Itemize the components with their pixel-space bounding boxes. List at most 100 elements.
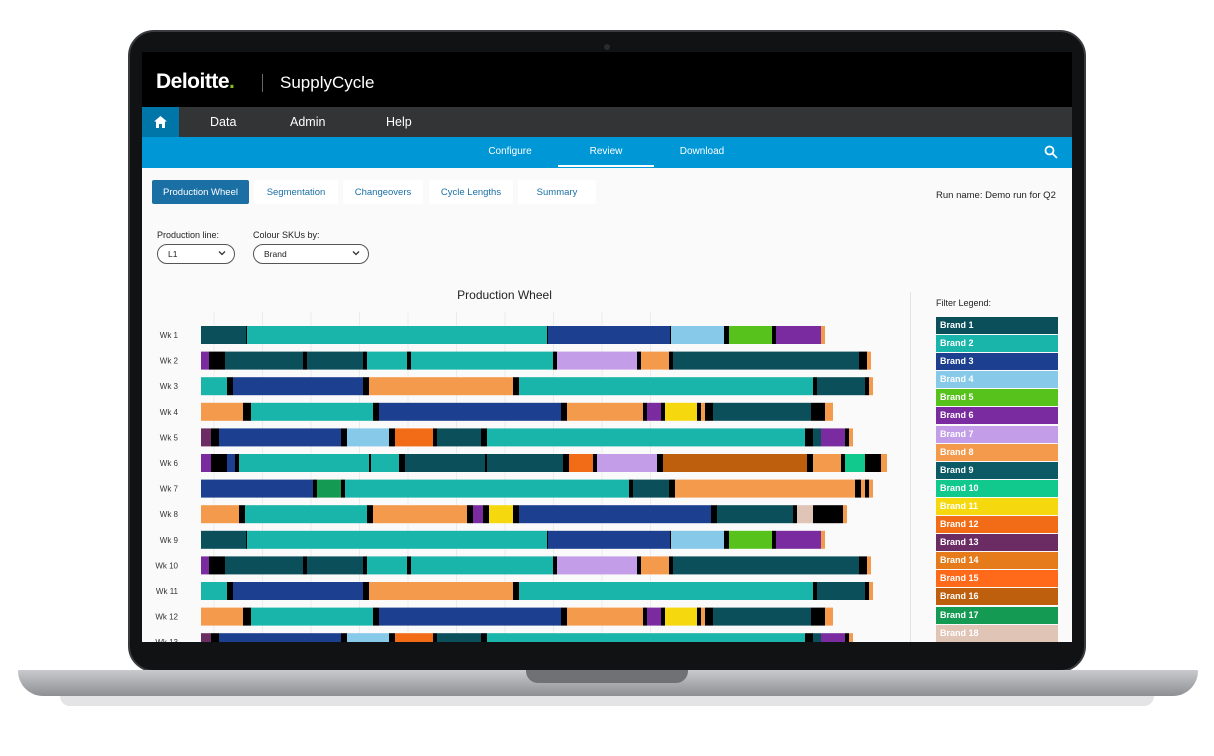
nav-item-data[interactable]: Data	[210, 115, 237, 129]
legend-item-brand-9[interactable]: Brand 9	[936, 461, 1058, 479]
brand-2-segment[interactable]	[245, 505, 367, 524]
brand-2-segment[interactable]	[411, 556, 553, 575]
changeover-segment[interactable]	[859, 556, 867, 575]
legend-item-brand-4[interactable]: Brand 4	[936, 371, 1058, 389]
changeover-segment[interactable]	[481, 428, 487, 447]
brand-6-segment[interactable]	[201, 351, 209, 370]
brand-1-segment[interactable]	[673, 351, 859, 370]
brand-1-segment[interactable]	[437, 428, 481, 447]
changeover-segment[interactable]	[865, 582, 869, 600]
brand-1-segment[interactable]	[813, 633, 821, 642]
brand-8-segment[interactable]	[641, 351, 669, 370]
brand-2-segment[interactable]	[201, 582, 227, 600]
brand-1-segment[interactable]	[225, 556, 303, 575]
brand-7-segment[interactable]	[557, 351, 637, 370]
tab-segmentation[interactable]: Segmentation	[254, 180, 338, 204]
brand-2-segment[interactable]	[487, 633, 805, 642]
brand-1-segment[interactable]	[307, 351, 363, 370]
changeover-segment[interactable]	[373, 607, 379, 626]
changeover-segment[interactable]	[369, 454, 371, 472]
deloitte-logo[interactable]: Deloitte.	[156, 70, 235, 93]
changeover-segment[interactable]	[772, 326, 776, 344]
changeover-segment[interactable]	[547, 326, 548, 344]
brand-12-segment[interactable]	[395, 428, 433, 447]
changeover-segment[interactable]	[243, 607, 251, 626]
changeover-segment[interactable]	[845, 633, 849, 642]
brand-7-segment[interactable]	[597, 454, 657, 472]
tab-summary[interactable]: Summary	[518, 180, 596, 204]
brand-2-segment[interactable]	[345, 479, 629, 498]
brand-8-segment[interactable]	[567, 402, 643, 421]
changeover-segment[interactable]	[661, 402, 665, 421]
home-button[interactable]	[142, 107, 179, 137]
changeover-segment[interactable]	[303, 556, 307, 575]
brand-8-segment[interactable]	[867, 556, 871, 575]
brand-1-segment[interactable]	[817, 582, 865, 600]
brand-5-segment[interactable]	[729, 326, 772, 344]
changeover-segment[interactable]	[235, 454, 239, 472]
changeover-segment[interactable]	[670, 326, 671, 344]
brand-5-segment[interactable]	[729, 530, 772, 549]
changeover-segment[interactable]	[553, 351, 557, 370]
brand-8-segment[interactable]	[869, 377, 873, 396]
changeover-segment[interactable]	[313, 479, 317, 498]
brand-4-segment[interactable]	[671, 326, 724, 344]
changeover-segment[interactable]	[363, 582, 369, 600]
brand-8-segment[interactable]	[869, 479, 873, 498]
brand-10-segment[interactable]	[845, 454, 865, 472]
legend-item-brand-8[interactable]: Brand 8	[936, 443, 1058, 461]
brand-8-segment[interactable]	[869, 582, 873, 600]
changeover-segment[interactable]	[303, 351, 307, 370]
legend-item-brand-12[interactable]: Brand 12	[936, 516, 1058, 534]
changeover-segment[interactable]	[811, 607, 825, 626]
brand-8-segment[interactable]	[821, 530, 825, 549]
brand-3-segment[interactable]	[233, 582, 363, 600]
brand-1-segment[interactable]	[405, 454, 485, 472]
changeover-segment[interactable]	[813, 505, 819, 524]
subtab-review[interactable]: Review	[589, 146, 623, 157]
changeover-segment[interactable]	[407, 351, 411, 370]
brand-3-segment[interactable]	[219, 428, 341, 447]
brand-2-segment[interactable]	[201, 377, 227, 396]
changeover-segment[interactable]	[433, 428, 437, 447]
changeover-segment[interactable]	[805, 428, 813, 447]
changeover-segment[interactable]	[793, 505, 797, 524]
changeover-segment[interactable]	[865, 377, 869, 396]
changeover-segment[interactable]	[670, 530, 671, 549]
brand-2-segment[interactable]	[519, 582, 813, 600]
brand-6-segment[interactable]	[776, 326, 821, 344]
tab-changeovers[interactable]: Changeovers	[343, 180, 423, 204]
changeover-segment[interactable]	[481, 633, 487, 642]
brand-1-segment[interactable]	[633, 479, 669, 498]
changeover-segment[interactable]	[563, 454, 569, 472]
changeover-segment[interactable]	[399, 454, 405, 472]
changeover-segment[interactable]	[865, 479, 869, 498]
changeover-segment[interactable]	[697, 607, 701, 626]
brand-13-segment[interactable]	[201, 428, 211, 447]
brand-17-segment[interactable]	[317, 479, 341, 498]
brand-2-segment[interactable]	[519, 377, 813, 396]
brand-12-segment[interactable]	[395, 633, 433, 642]
changeover-segment[interactable]	[593, 454, 597, 472]
brand-8-segment[interactable]	[369, 377, 513, 396]
brand-1-segment[interactable]	[713, 607, 811, 626]
brand-3-segment[interactable]	[219, 633, 341, 642]
brand-13-segment[interactable]	[201, 633, 211, 642]
changeover-segment[interactable]	[705, 607, 713, 626]
changeover-segment[interactable]	[724, 530, 729, 549]
changeover-segment[interactable]	[629, 479, 633, 498]
brand-1-segment[interactable]	[813, 428, 821, 447]
brand-2-segment[interactable]	[367, 556, 407, 575]
legend-item-brand-14[interactable]: Brand 14	[936, 552, 1058, 570]
brand-8-segment[interactable]	[201, 607, 243, 626]
changeover-segment[interactable]	[483, 505, 489, 524]
brand-8-segment[interactable]	[201, 402, 243, 421]
changeover-segment[interactable]	[389, 428, 395, 447]
changeover-segment[interactable]	[855, 479, 861, 498]
legend-item-brand-15[interactable]: Brand 15	[936, 570, 1058, 588]
changeover-segment[interactable]	[363, 351, 367, 370]
changeover-segment[interactable]	[513, 505, 519, 524]
brand-4-segment[interactable]	[671, 530, 724, 549]
brand-2-segment[interactable]	[239, 454, 369, 472]
changeover-segment[interactable]	[246, 530, 247, 549]
